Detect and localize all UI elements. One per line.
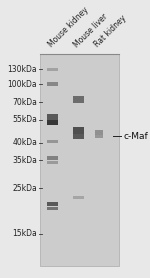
Bar	[47, 82, 58, 86]
Bar	[47, 157, 58, 160]
Bar	[73, 96, 84, 103]
Text: Mouse liver: Mouse liver	[72, 11, 110, 49]
Bar	[47, 114, 58, 120]
Text: 100kDa: 100kDa	[8, 80, 37, 89]
Text: Mouse kidney: Mouse kidney	[46, 5, 90, 49]
Bar	[47, 120, 58, 125]
Bar	[40, 54, 119, 267]
Text: 15kDa: 15kDa	[13, 229, 37, 238]
Bar	[47, 140, 58, 143]
Bar	[47, 68, 58, 71]
Text: Rat kidney: Rat kidney	[93, 14, 128, 49]
Bar	[73, 127, 84, 133]
Text: 130kDa: 130kDa	[8, 65, 37, 74]
Text: 70kDa: 70kDa	[12, 98, 37, 106]
Bar	[47, 202, 58, 206]
Bar	[47, 161, 58, 164]
Bar	[95, 135, 103, 138]
Bar	[95, 130, 103, 135]
Bar	[73, 196, 84, 199]
Text: c-Maf: c-Maf	[123, 132, 148, 141]
Bar	[47, 207, 58, 210]
Text: 55kDa: 55kDa	[12, 115, 37, 124]
Text: 25kDa: 25kDa	[13, 183, 37, 193]
Text: 40kDa: 40kDa	[12, 138, 37, 147]
Bar	[73, 134, 84, 139]
Text: 35kDa: 35kDa	[12, 156, 37, 165]
